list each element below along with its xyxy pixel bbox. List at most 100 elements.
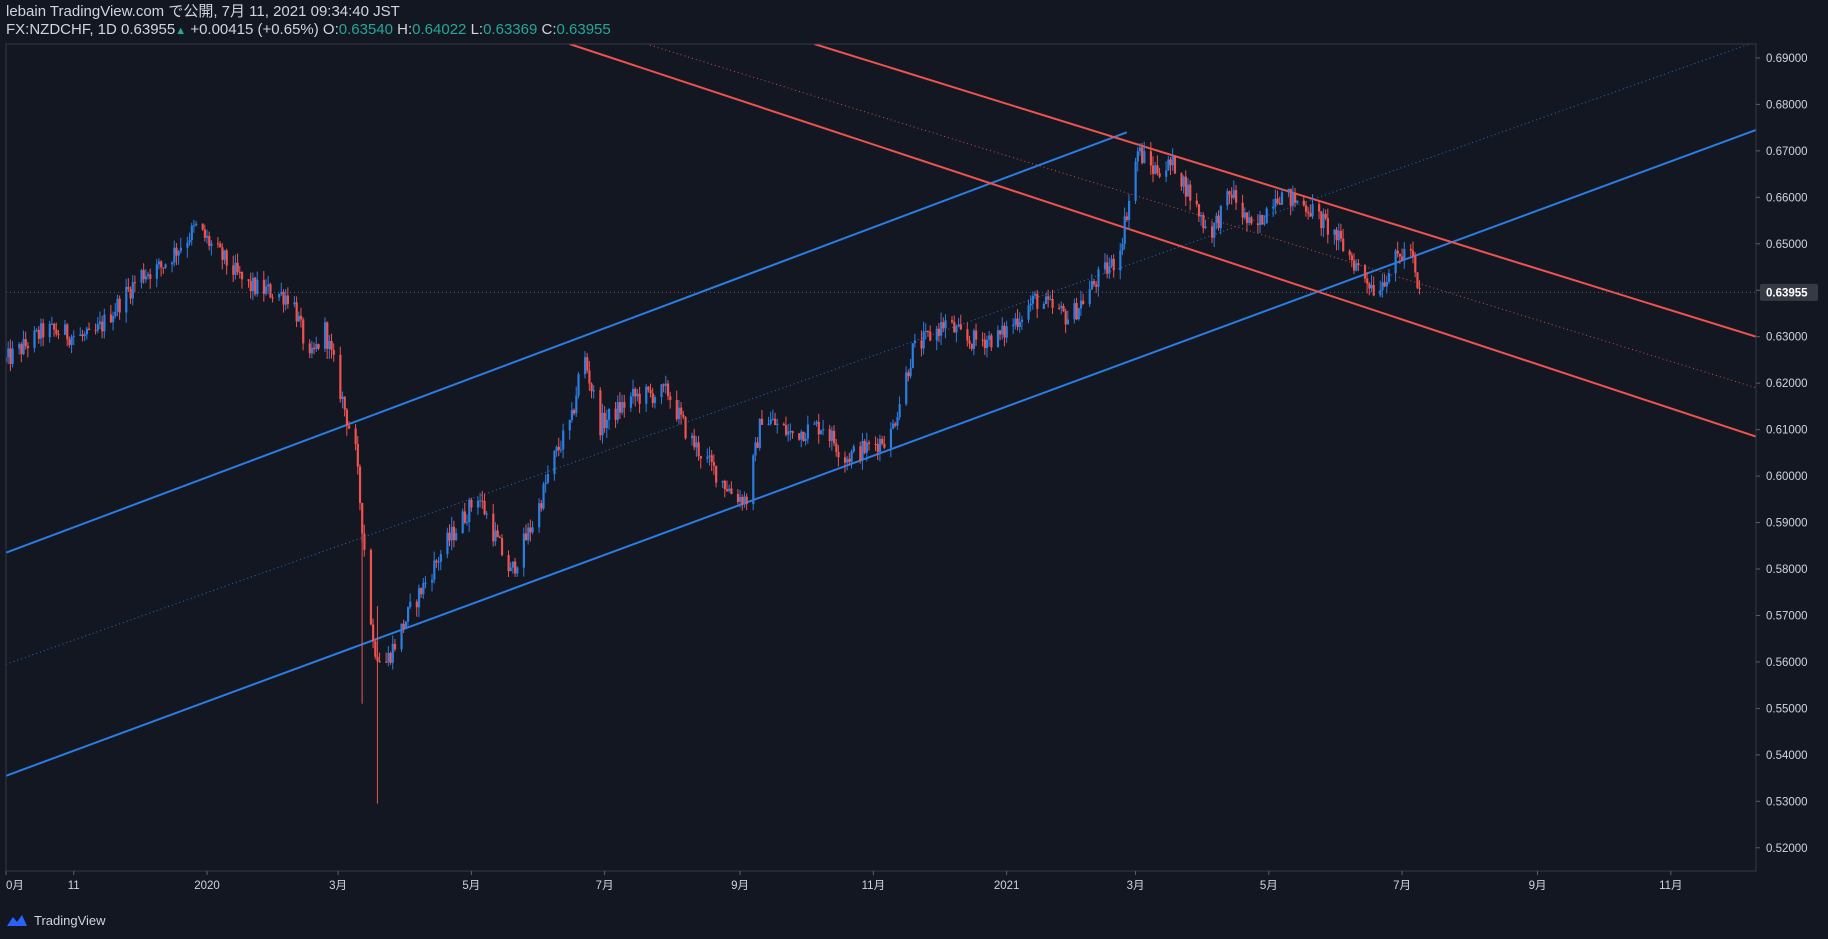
candle-body: [68, 339, 71, 345]
candle-body: [37, 329, 40, 339]
candle-body: [378, 661, 381, 663]
candle-body: [1034, 293, 1037, 296]
candle-body: [570, 409, 574, 420]
candle-body: [236, 262, 239, 272]
candle-body: [599, 390, 602, 436]
candle-body: [822, 429, 825, 431]
candle-body: [1156, 165, 1159, 174]
price-axis[interactable]: 0.690000.680000.670000.660000.650000.640…: [1756, 53, 1808, 855]
candle-body: [972, 330, 976, 349]
candle-body: [1409, 248, 1413, 251]
candle-body: [815, 421, 818, 424]
candle-body: [20, 344, 23, 355]
candle-body: [1090, 281, 1094, 290]
candle-body: [601, 412, 604, 436]
candle-body: [603, 412, 606, 429]
candle-body: [98, 321, 102, 325]
candle-body: [575, 395, 578, 414]
y-tick-label: 0.68000: [1766, 99, 1808, 111]
symbol-name[interactable]: FX:NZDCHF, 1D: [6, 21, 117, 38]
time-axis[interactable]: 0月 11 2020 3月 5月 7月 9月 11月 2021 3月 5月 7月 9月 11月: [5, 871, 1683, 892]
candle-body: [24, 339, 27, 346]
trendline-up-solid[interactable]: [6, 131, 1128, 554]
candle-body: [1322, 213, 1325, 229]
candle-body: [1228, 191, 1231, 195]
candle-body: [1204, 226, 1207, 229]
brand-footer[interactable]: TradingView: [6, 910, 106, 930]
candle-body: [479, 500, 482, 502]
candle-body: [1127, 200, 1131, 220]
candle-body: [125, 286, 128, 313]
trendline-down-solid[interactable]: [814, 44, 1756, 338]
candle-body: [160, 261, 163, 268]
candle-body: [861, 440, 864, 461]
candle-body: [806, 424, 810, 439]
candle-body: [63, 324, 67, 335]
y-tick-label: 0.58000: [1766, 564, 1808, 576]
candle-body: [11, 348, 14, 364]
candle-body: [94, 330, 97, 332]
candle-body: [1082, 300, 1085, 305]
candle-body: [607, 408, 611, 420]
candle-body: [583, 357, 587, 375]
x-tick-label: 5月: [1260, 880, 1278, 892]
candle-body: [1169, 159, 1172, 166]
trendline-down-solid[interactable]: [569, 44, 1756, 438]
candle-body: [234, 262, 237, 275]
candle-body: [1027, 305, 1030, 320]
candle-body: [623, 402, 626, 408]
candle-body: [1077, 308, 1080, 320]
candle-body: [1062, 306, 1065, 312]
candle-body: [431, 579, 434, 583]
candle-body: [1355, 263, 1358, 271]
candle-body: [771, 418, 775, 420]
candle-body: [1387, 273, 1391, 283]
x-tick-label: 11月: [1659, 880, 1682, 892]
candle-body: [647, 386, 650, 390]
chart-header: lebain TradingView.com で公開, 7月 11, 2021 …: [6, 3, 611, 39]
candle-body: [1337, 230, 1340, 241]
candle-body: [616, 402, 619, 420]
candle-body: [48, 323, 51, 338]
candle-body: [1036, 293, 1039, 309]
candle-body: [804, 438, 807, 441]
candle-body: [1287, 188, 1290, 193]
candle-body: [680, 407, 683, 415]
candle-body: [789, 431, 792, 433]
candle-body: [577, 374, 580, 396]
candle-body: [1296, 200, 1299, 203]
candle-body: [1217, 215, 1220, 229]
candle-body: [1311, 204, 1314, 217]
candle-body: [1125, 216, 1128, 220]
candle-body: [544, 482, 547, 485]
candle-body: [507, 555, 510, 572]
candle-body: [1075, 303, 1078, 320]
trendline-up-dotted[interactable]: [6, 42, 1756, 665]
svg-text:0.63955: 0.63955: [1766, 287, 1808, 299]
candle-body: [723, 480, 726, 490]
candle-body: [800, 431, 803, 440]
trendline-up-solid[interactable]: [6, 129, 1756, 777]
candle-body: [1398, 253, 1402, 257]
candle-body: [339, 354, 342, 399]
candle-body: [1016, 318, 1019, 327]
candle-body: [542, 484, 545, 509]
candle-body: [1141, 147, 1144, 163]
candle-body: [496, 530, 499, 538]
candle-body: [1385, 282, 1388, 287]
candle-body: [1200, 214, 1203, 217]
candle-body: [782, 423, 785, 426]
candle-body: [942, 322, 945, 329]
candle-body: [588, 370, 591, 384]
candle-body: [1353, 260, 1356, 271]
candle-body: [240, 272, 244, 280]
candle-body: [9, 348, 12, 364]
candle-body: [476, 500, 480, 508]
x-tick-label: 7月: [1393, 880, 1411, 892]
candle-body: [201, 223, 204, 230]
last-price: 0.63955: [121, 21, 176, 38]
candle-body: [1020, 319, 1024, 322]
candle-body: [736, 494, 740, 502]
candle-body: [1219, 205, 1222, 229]
